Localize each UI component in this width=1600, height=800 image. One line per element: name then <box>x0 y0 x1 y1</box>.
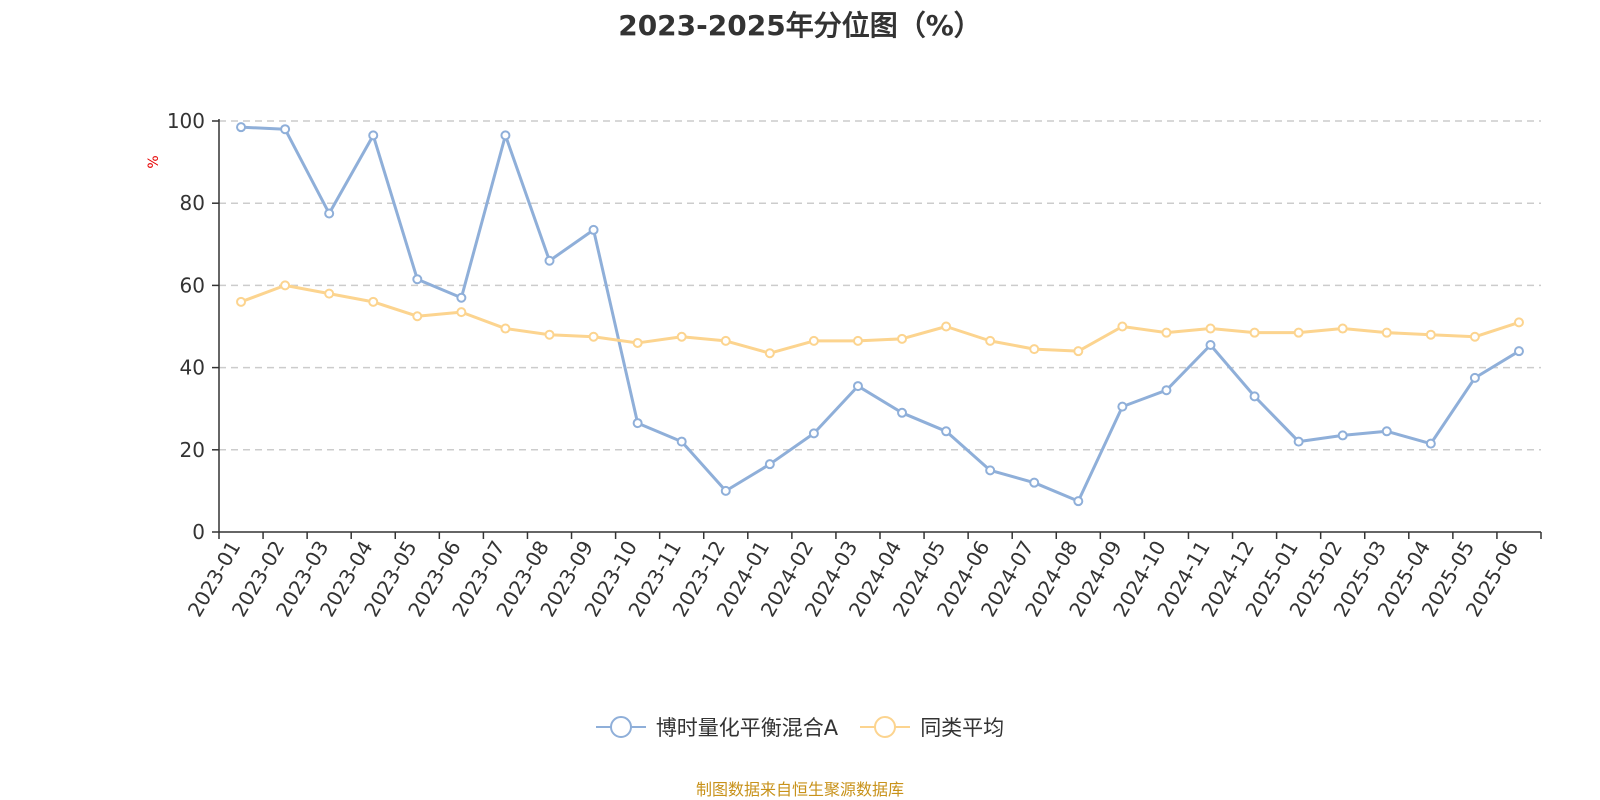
data-point[interactable] <box>1381 327 1392 338</box>
data-point[interactable] <box>368 296 379 307</box>
chart-title: 2023-2025年分位图（%） <box>618 9 982 42</box>
legend-item-average[interactable]: 同类平均 <box>860 712 1004 742</box>
series-line <box>240 125 1520 503</box>
data-point[interactable] <box>544 329 555 340</box>
data-point[interactable] <box>456 292 467 303</box>
data-point[interactable] <box>1513 346 1524 357</box>
data-point[interactable] <box>544 255 555 266</box>
series-1 <box>236 280 1524 359</box>
legend-line-circle-icon <box>860 716 911 738</box>
data-point[interactable] <box>1337 323 1348 334</box>
data-point[interactable] <box>720 335 731 346</box>
axes: 0204060801002023-012023-022023-032023-04… <box>167 109 1542 621</box>
data-point[interactable] <box>1073 346 1084 357</box>
y-tick-label: 0 <box>192 520 205 544</box>
data-point[interactable] <box>412 274 423 285</box>
data-point[interactable] <box>1381 426 1392 437</box>
data-point[interactable] <box>588 331 599 342</box>
data-point[interactable] <box>852 381 863 392</box>
y-tick-label: 60 <box>180 273 205 297</box>
data-point[interactable] <box>764 348 775 359</box>
series-0 <box>236 122 1524 507</box>
data-point[interactable] <box>1249 327 1260 338</box>
series-line <box>240 283 1520 355</box>
data-point[interactable] <box>1205 323 1216 334</box>
data-point[interactable] <box>1249 391 1260 402</box>
legend-label: 同类平均 <box>920 716 1005 740</box>
y-tick-label: 80 <box>180 191 205 215</box>
data-point[interactable] <box>236 296 247 307</box>
data-point[interactable] <box>1029 477 1040 488</box>
data-point[interactable] <box>280 124 291 135</box>
data-point[interactable] <box>808 335 819 346</box>
data-point[interactable] <box>412 311 423 322</box>
data-point[interactable] <box>941 426 952 437</box>
gridlines <box>219 120 1541 451</box>
data-point[interactable] <box>897 333 908 344</box>
data-point[interactable] <box>324 208 335 219</box>
legend-label: 博时量化平衡混合A <box>655 716 839 740</box>
legend: 博时量化平衡混合A 同类平均 <box>0 712 1600 742</box>
data-point[interactable] <box>1337 430 1348 441</box>
data-point[interactable] <box>1073 496 1084 507</box>
series-lines <box>236 122 1524 507</box>
data-point[interactable] <box>808 428 819 439</box>
data-point[interactable] <box>985 465 996 476</box>
data-point[interactable] <box>500 323 511 334</box>
data-point[interactable] <box>676 436 687 447</box>
data-point[interactable] <box>632 418 643 429</box>
data-point[interactable] <box>632 337 643 348</box>
data-point[interactable] <box>985 335 996 346</box>
data-point[interactable] <box>1469 372 1480 383</box>
data-point[interactable] <box>1425 329 1436 340</box>
data-point[interactable] <box>456 307 467 318</box>
data-point[interactable] <box>720 485 731 496</box>
data-point[interactable] <box>1469 331 1480 342</box>
y-tick-label: 100 <box>167 109 205 133</box>
data-point[interactable] <box>1513 317 1524 328</box>
data-point[interactable] <box>1117 401 1128 412</box>
data-point[interactable] <box>1205 339 1216 350</box>
y-axis-label: % <box>146 155 162 168</box>
data-point[interactable] <box>1029 344 1040 355</box>
y-tick-label: 40 <box>180 356 205 380</box>
data-point[interactable] <box>324 288 335 299</box>
source-note: 制图数据来自恒生聚源数据库 <box>695 780 904 799</box>
data-point[interactable] <box>941 321 952 332</box>
data-point[interactable] <box>1425 438 1436 449</box>
data-point[interactable] <box>676 331 687 342</box>
legend-item-fund[interactable]: 博时量化平衡混合A <box>595 712 839 742</box>
data-point[interactable] <box>280 280 291 291</box>
data-point[interactable] <box>852 335 863 346</box>
legend-line-circle-icon <box>595 716 646 738</box>
data-point[interactable] <box>1117 321 1128 332</box>
data-point[interactable] <box>368 130 379 141</box>
data-point[interactable] <box>897 407 908 418</box>
data-point[interactable] <box>1161 385 1172 396</box>
data-point[interactable] <box>764 459 775 470</box>
data-point[interactable] <box>1293 327 1304 338</box>
data-point[interactable] <box>500 130 511 141</box>
data-point[interactable] <box>236 122 247 133</box>
data-point[interactable] <box>1293 436 1304 447</box>
data-point[interactable] <box>1161 327 1172 338</box>
data-point[interactable] <box>588 224 599 235</box>
y-tick-label: 20 <box>180 438 205 462</box>
